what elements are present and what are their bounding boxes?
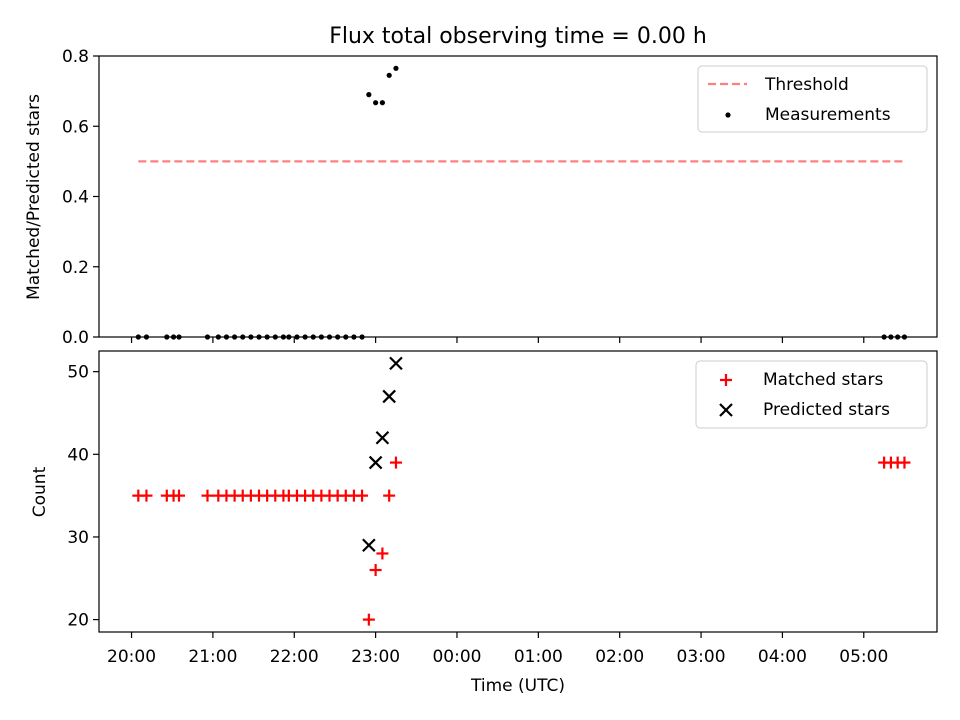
matched-star-marker	[383, 489, 396, 502]
bottom-panel: 20 30 40 50 20:00 21:00 22:00 23:00 00:00 01:00 0…	[30, 350, 938, 696]
matched-star-marker	[173, 489, 186, 502]
legend-measurements-swatch	[725, 112, 731, 118]
bottom-x-tick-label: 20:00	[107, 647, 156, 667]
top-y-tick-label: 0.4	[62, 188, 89, 208]
bottom-x-tick-label: 03:00	[677, 647, 726, 667]
bottom-y-tick-label: 40	[67, 445, 89, 465]
top-y-tick-label: 0.2	[62, 258, 89, 278]
matched-star-marker	[356, 489, 369, 502]
bottom-y-tick-label: 50	[67, 363, 89, 383]
bottom-y-ticks: 20 30 40 50	[67, 363, 99, 631]
matched-star-marker	[369, 564, 382, 577]
predicted-star-marker	[375, 431, 390, 445]
legend-predicted-label: Predicted stars	[763, 400, 890, 420]
bottom-y-tick-label: 20	[67, 611, 89, 631]
top-axes-frame	[98, 55, 938, 338]
top-y-tick-label: 0.6	[62, 117, 89, 137]
legend-threshold-label: Threshold	[764, 75, 849, 95]
bottom-x-tick-label: 04:00	[758, 647, 807, 667]
bottom-x-tick-label: 22:00	[270, 647, 319, 667]
top-y-ticks: 0.0 0.2 0.4 0.6 0.8	[62, 47, 99, 348]
matched-star-marker	[898, 456, 911, 469]
matched-star-marker	[140, 489, 153, 502]
legend-matched-swatch	[720, 374, 732, 386]
chart-title: Flux total observing time = 0.00 h	[329, 24, 707, 49]
bottom-x-tick-label: 02:00	[595, 647, 644, 667]
legend-predicted-swatch	[719, 403, 733, 417]
measurement-point	[393, 65, 399, 71]
top-y-tick-label: 0.8	[62, 47, 89, 67]
predicted-star-marker	[362, 538, 376, 552]
top-legend-box	[697, 65, 928, 133]
bottom-legend: Matched stars Predicted stars	[695, 360, 928, 429]
predicted-star-marker	[382, 389, 396, 404]
predicted-star-marker	[389, 356, 403, 371]
bottom-y-tick-label: 30	[67, 528, 89, 548]
measurement-point	[386, 72, 392, 78]
bottom-x-tick-label: 05:00	[839, 647, 888, 667]
top-y-axis-label: Matched/Predicted stars	[24, 94, 44, 300]
matched-star-marker	[201, 489, 214, 502]
bottom-y-axis-label: Count	[30, 466, 50, 517]
top-y-tick-label: 0.0	[62, 328, 89, 348]
bottom-x-tick-label: 00:00	[432, 647, 481, 667]
measurement-point	[366, 92, 372, 98]
legend-matched-label: Matched stars	[763, 370, 883, 390]
matched-star-marker	[376, 547, 389, 560]
bottom-x-tick-label: 23:00	[351, 647, 400, 667]
bottom-x-tick-label: 01:00	[514, 647, 563, 667]
bottom-axes-frame	[98, 350, 938, 633]
measurement-point	[373, 100, 379, 106]
top-x-ticks	[130, 337, 865, 343]
x-axis-label: Time (UTC)	[470, 676, 565, 696]
matched-star-marker	[389, 456, 402, 469]
bottom-x-ticks: 20:00 21:00 22:00 23:00 00:00 01:00 02:00 03:00…	[107, 632, 888, 667]
bottom-legend-box	[695, 360, 928, 429]
matched-star-marker	[362, 613, 375, 626]
measurement-point	[379, 100, 386, 106]
top-legend: Threshold Measurements	[697, 65, 928, 133]
legend-measurements-label: Measurements	[765, 105, 891, 125]
top-panel: 0.00.20.40.60.8 Matched/Predicted stars …	[24, 47, 938, 348]
count-points	[132, 356, 911, 626]
bottom-x-tick-label: 21:00	[188, 647, 237, 667]
predicted-star-marker	[368, 455, 383, 470]
